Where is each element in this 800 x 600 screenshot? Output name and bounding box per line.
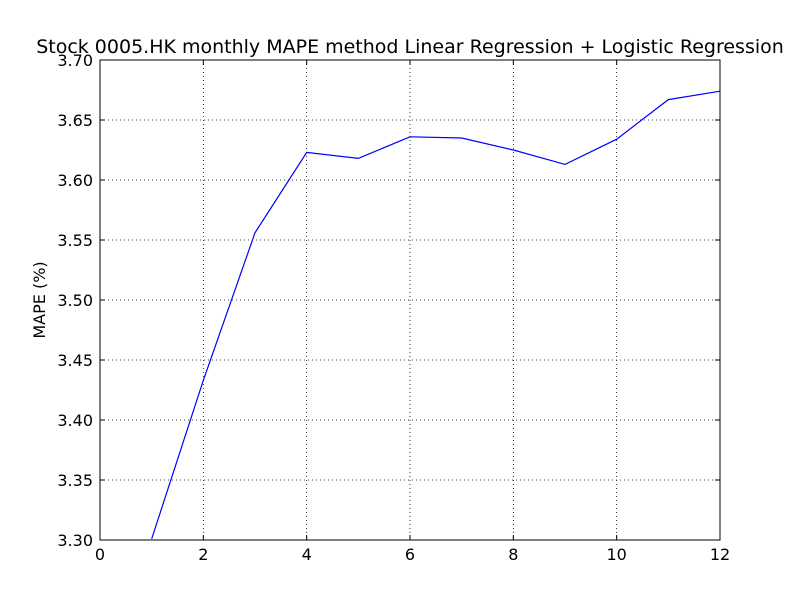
- chart-title: Stock 0005.HK monthly MAPE method Linear…: [36, 36, 784, 58]
- series-line-0: [151, 90, 721, 539]
- y-tick-label: 3.60: [57, 171, 93, 190]
- x-tick-label: 8: [508, 545, 518, 564]
- x-tick-label: 12: [710, 545, 730, 564]
- y-tick-label: 3.55: [57, 231, 93, 250]
- axis-ticks: 0 2 4 6 8 10 12 3.30 3.35 3.40 3.45 3.50 3.55 3.60 3.6…: [57, 51, 730, 564]
- y-tick-label: 3.30: [57, 531, 93, 550]
- x-tick-label: 10: [606, 545, 626, 564]
- series-layer: [151, 90, 721, 539]
- y-tick-label: 3.65: [57, 111, 93, 130]
- x-tick-label: 6: [405, 545, 415, 564]
- y-tick-label: 3.50: [57, 291, 93, 310]
- x-tick-label: 0: [95, 545, 105, 564]
- y-axis-label: MAPE (%): [30, 261, 49, 338]
- y-tick-label: 3.35: [57, 471, 93, 490]
- y-tick-label: 3.70: [57, 51, 93, 70]
- x-tick-label: 2: [198, 545, 208, 564]
- x-tick-label: 4: [302, 545, 312, 564]
- y-tick-label: 3.45: [57, 351, 93, 370]
- y-tick-label: 3.40: [57, 411, 93, 430]
